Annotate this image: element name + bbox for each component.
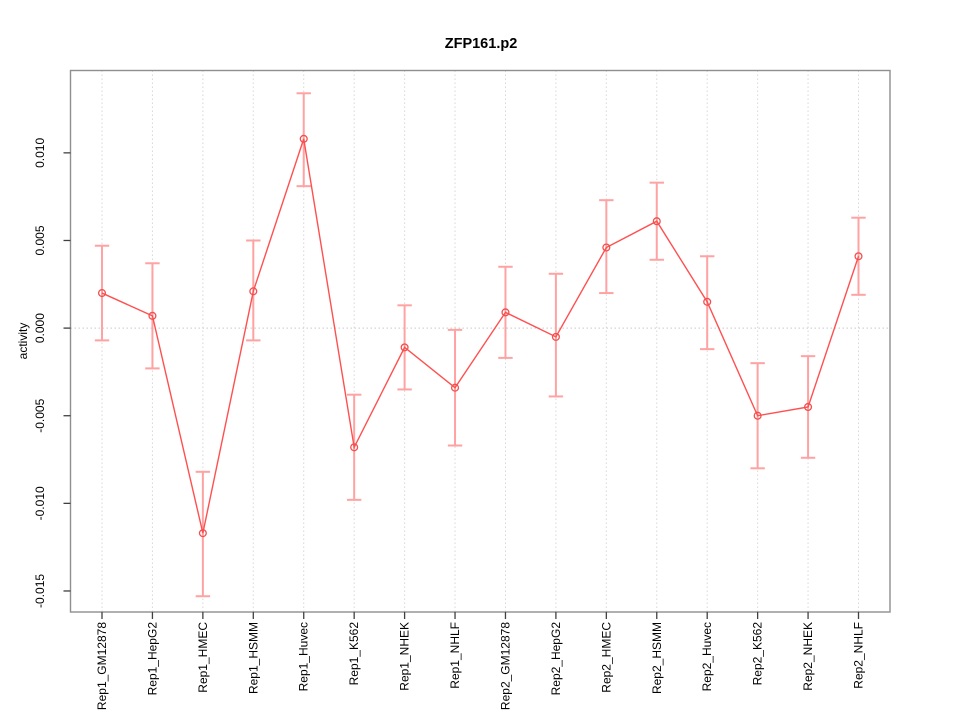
data-point-marker (97, 289, 107, 298)
y-tick-label: 0.000 (33, 313, 47, 343)
y-tick-label: 0.010 (33, 138, 47, 168)
x-tick-label: Rep1_HMEC (196, 622, 210, 693)
x-tick-label: Rep1_HSMM (246, 622, 260, 694)
x-tick-label: Rep1_NHLF (448, 622, 462, 689)
x-tick-label: Rep2_HMEC (599, 622, 613, 693)
chart-title: ZFP161.p2 (445, 36, 518, 52)
data-point-marker (198, 529, 207, 538)
x-tick-label: Rep2_Huvec (700, 622, 714, 691)
x-tick-label: Rep1_GM12878 (95, 622, 109, 710)
data-point-marker (551, 332, 560, 341)
x-tick-label: Rep2_HSMM (650, 622, 664, 694)
x-tick-label: Rep2_NHLF (852, 622, 866, 689)
y-axis-label: activity (16, 323, 30, 360)
y-tick-label: -0.015 (33, 574, 47, 608)
series-layer (94, 92, 866, 598)
data-point-marker (350, 443, 359, 452)
x-tick-label: Rep1_HepG2 (145, 622, 159, 696)
data-point-marker (450, 383, 460, 392)
x-tick-label: Rep1_NHEK (398, 622, 412, 691)
data-point-marker (804, 402, 813, 412)
x-tick-label: Rep2_K562 (751, 622, 765, 686)
data-point-marker (854, 252, 863, 261)
grid-layer (70, 70, 890, 612)
x-tick-label: Rep2_NHEK (801, 622, 815, 691)
data-point-marker (602, 243, 611, 252)
axis-layer: 0.010 0.005 0.000 -0.005 -0.010 -0.015 Rep1_GM… (33, 69, 891, 710)
y-tick-label: -0.005 (33, 398, 47, 432)
series-line (101, 138, 860, 534)
y-tick-label: 0.005 (33, 225, 47, 255)
x-tick-label: Rep1_Huvec (297, 622, 311, 691)
data-point-marker (703, 297, 712, 306)
data-point-marker (400, 343, 409, 352)
x-tick-label: Rep2_HepG2 (549, 622, 563, 696)
data-point-marker (501, 308, 510, 317)
data-point-marker (249, 287, 258, 296)
y-tick-label: -0.010 (33, 486, 47, 520)
x-tick-label: Rep1_K562 (347, 622, 361, 686)
data-point-marker (299, 134, 308, 143)
data-point-marker (753, 411, 762, 420)
data-point-marker (148, 311, 157, 320)
data-point-marker (652, 217, 661, 226)
x-tick-label: Rep2_GM12878 (498, 622, 512, 710)
plot-box (69, 69, 891, 613)
